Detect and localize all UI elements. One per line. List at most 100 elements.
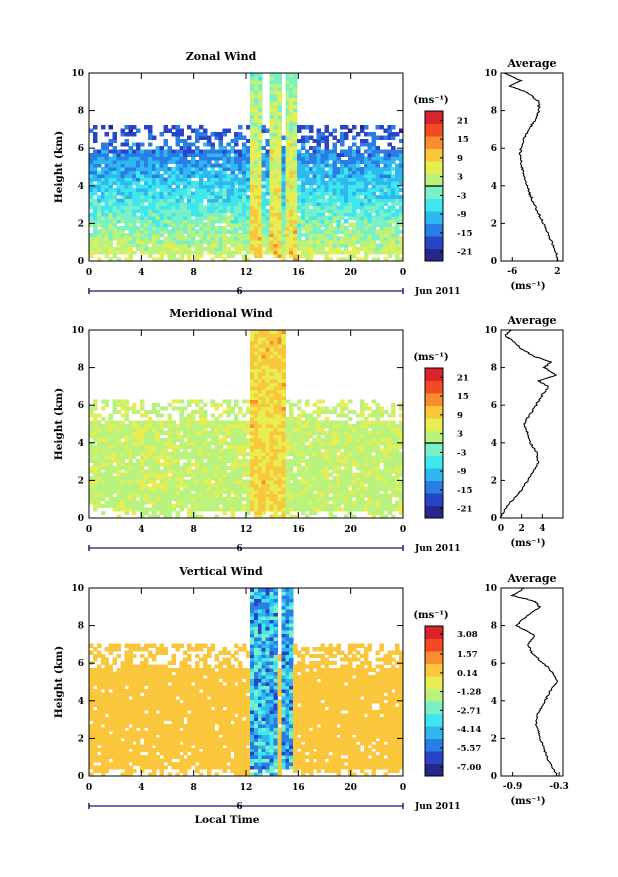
- heatmap-cell: [124, 223, 129, 227]
- heatmap-cell: [211, 403, 216, 407]
- heatmap-cell: [234, 160, 239, 164]
- heatmap-cell: [113, 150, 118, 154]
- heatmap-cell: [254, 410, 259, 414]
- heatmap-cell: [211, 487, 216, 491]
- heatmap-cell: [360, 226, 365, 230]
- heatmap-cell: [160, 233, 165, 237]
- heatmap-cell: [273, 146, 278, 150]
- heatmap-cell: [242, 157, 247, 161]
- heatmap-cell: [215, 417, 220, 421]
- heatmap-cell: [313, 181, 318, 185]
- heatmap-cell: [340, 473, 345, 477]
- heatmap-cell: [191, 226, 196, 230]
- heatmap-cell: [113, 191, 118, 195]
- heatmap-cell: [124, 504, 129, 508]
- heatmap-cell: [128, 184, 133, 188]
- heatmap-cell: [250, 361, 255, 365]
- panel-title: Zonal Wind: [186, 50, 257, 63]
- heatmap-cell: [116, 462, 121, 466]
- heatmap-cell: [254, 386, 259, 390]
- heatmap-cell: [124, 501, 129, 505]
- heatmap-cell: [344, 230, 349, 234]
- heatmap-cell: [277, 473, 282, 477]
- heatmap-cell: [152, 483, 157, 487]
- heatmap-cell: [136, 483, 141, 487]
- heatmap-cell: [364, 223, 369, 227]
- heatmap-cell: [124, 153, 129, 157]
- heatmap-cell: [152, 216, 157, 220]
- heatmap-cell: [301, 146, 306, 150]
- heatmap-cell: [128, 226, 133, 230]
- heatmap-cell: [152, 157, 157, 161]
- heatmap-cell: [187, 146, 192, 150]
- heatmap-cell: [250, 497, 255, 501]
- heatmap-cell: [262, 351, 267, 355]
- heatmap-cell: [109, 184, 114, 188]
- heatmap-cell: [152, 136, 157, 140]
- heatmap-cell: [387, 184, 392, 188]
- heatmap-cell: [289, 111, 294, 115]
- heatmap-cell: [234, 438, 239, 442]
- heatmap-cell: [148, 230, 153, 234]
- heatmap-cell: [203, 143, 208, 147]
- heatmap-cell: [128, 427, 133, 431]
- heatmap-cell: [270, 80, 275, 84]
- heatmap-cell: [140, 459, 145, 463]
- heatmap-cell: [391, 181, 396, 185]
- heatmap-cell: [250, 358, 255, 362]
- heatmap-cell: [254, 97, 259, 101]
- heatmap-cell: [250, 490, 255, 494]
- heatmap-cell: [183, 244, 188, 248]
- heatmap-cell: [270, 143, 275, 147]
- heatmap-cell: [148, 480, 153, 484]
- heatmap-cell: [332, 483, 337, 487]
- heatmap-cell: [128, 501, 133, 505]
- heatmap-cell: [128, 129, 133, 133]
- heatmap-cell: [266, 490, 271, 494]
- heatmap-cell: [301, 480, 306, 484]
- heatmap-cell: [348, 434, 353, 438]
- heatmap-cell: [391, 230, 396, 234]
- heatmap-cell: [293, 101, 298, 105]
- heatmap-cell: [199, 459, 204, 463]
- heatmap-cell: [254, 431, 259, 435]
- heatmap-cell: [234, 483, 239, 487]
- heatmap-cell: [372, 251, 377, 255]
- heatmap-cell: [352, 167, 357, 171]
- heatmap-cell: [387, 233, 392, 237]
- heatmap-cell: [360, 125, 365, 129]
- heatmap-cell: [360, 219, 365, 223]
- heatmap-cell: [321, 188, 326, 192]
- heatmap-cell: [254, 393, 259, 397]
- heatmap-cell: [183, 167, 188, 171]
- heatmap-cell: [203, 417, 208, 421]
- heatmap-cell: [262, 452, 267, 456]
- heatmap-cell: [144, 181, 149, 185]
- y-tick-label: 8: [78, 107, 84, 117]
- heatmap-cell: [344, 191, 349, 195]
- heatmap-cell: [391, 212, 396, 216]
- heatmap-cell: [325, 202, 330, 206]
- heatmap-cell: [195, 132, 200, 136]
- heatmap-cell: [128, 480, 133, 484]
- heatmap-cell: [281, 427, 286, 431]
- heatmap-cell: [270, 240, 275, 244]
- heatmap-cell: [113, 139, 118, 143]
- heatmap-cell: [211, 400, 216, 404]
- heatmap-cell: [89, 494, 94, 498]
- heatmap-cell: [289, 191, 294, 195]
- heatmap-cell: [152, 237, 157, 241]
- heatmap-cell: [175, 195, 180, 199]
- heatmap-cell: [254, 501, 259, 505]
- heatmap-cell: [281, 240, 286, 244]
- heatmap-cell: [195, 427, 200, 431]
- heatmap-cell: [336, 455, 341, 459]
- heatmap-cell: [277, 382, 282, 386]
- heatmap-cell: [285, 233, 290, 237]
- heatmap-cell: [262, 407, 267, 411]
- heatmap-cell: [124, 431, 129, 435]
- heatmap-cell: [391, 247, 396, 251]
- heatmap-cell: [301, 233, 306, 237]
- heatmap-cell: [376, 205, 381, 209]
- heatmap-cell: [120, 184, 125, 188]
